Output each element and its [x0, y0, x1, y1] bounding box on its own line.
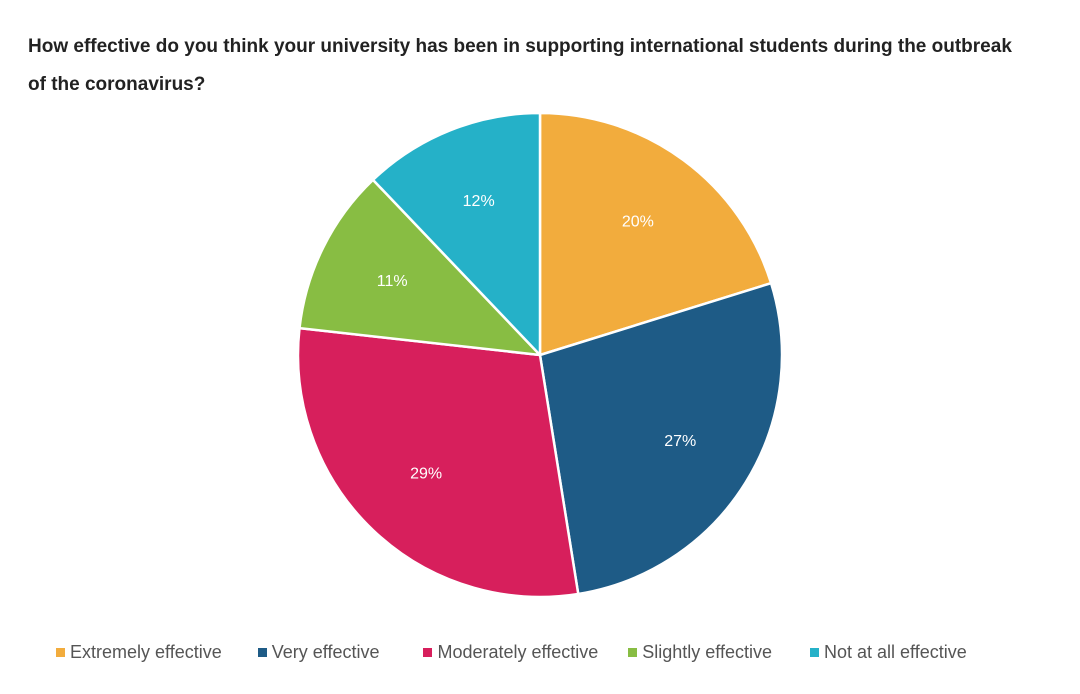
legend-swatch	[809, 647, 819, 657]
pie-slice-extremely-effective	[538, 111, 773, 357]
legend-label: Moderately effective	[437, 641, 599, 662]
legend-label: Very effective	[271, 641, 380, 662]
legend-swatch	[423, 647, 433, 657]
legend-swatch	[628, 647, 638, 657]
legend-item: Extremely effective	[56, 642, 222, 663]
pie-slice-slightly-effective	[298, 178, 542, 357]
slice-label: 29%	[410, 466, 442, 483]
legend-item: Moderately effective	[423, 642, 598, 663]
legend-label: Not at all effective	[823, 641, 967, 662]
pie-slice-very-effective	[538, 281, 784, 596]
slice-label: 27%	[664, 433, 696, 450]
slice-label: 11%	[377, 273, 408, 290]
pie-slice-not-at-all-effective	[371, 111, 542, 357]
legend-swatch	[257, 647, 267, 657]
slice-label: 12%	[463, 193, 495, 210]
slice-label: 20%	[622, 213, 654, 230]
legend-item: Slightly effective	[628, 642, 772, 663]
legend-label: Extremely effective	[70, 641, 222, 662]
legend: Extremely effective Very effective Moderat…	[56, 640, 967, 664]
legend-swatch	[56, 647, 65, 657]
legend-item: Not at all effective	[809, 641, 967, 663]
pie-slice-moderately-effective	[296, 326, 580, 599]
legend-label: Slightly effective	[642, 641, 772, 662]
legend-item: Very effective	[257, 641, 380, 663]
chart-title: How effective do you think your universi…	[28, 36, 1012, 95]
